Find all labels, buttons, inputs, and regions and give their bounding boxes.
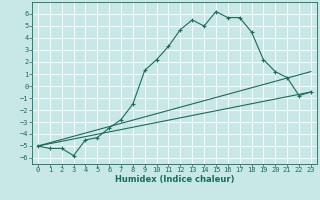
X-axis label: Humidex (Indice chaleur): Humidex (Indice chaleur) xyxy=(115,175,234,184)
